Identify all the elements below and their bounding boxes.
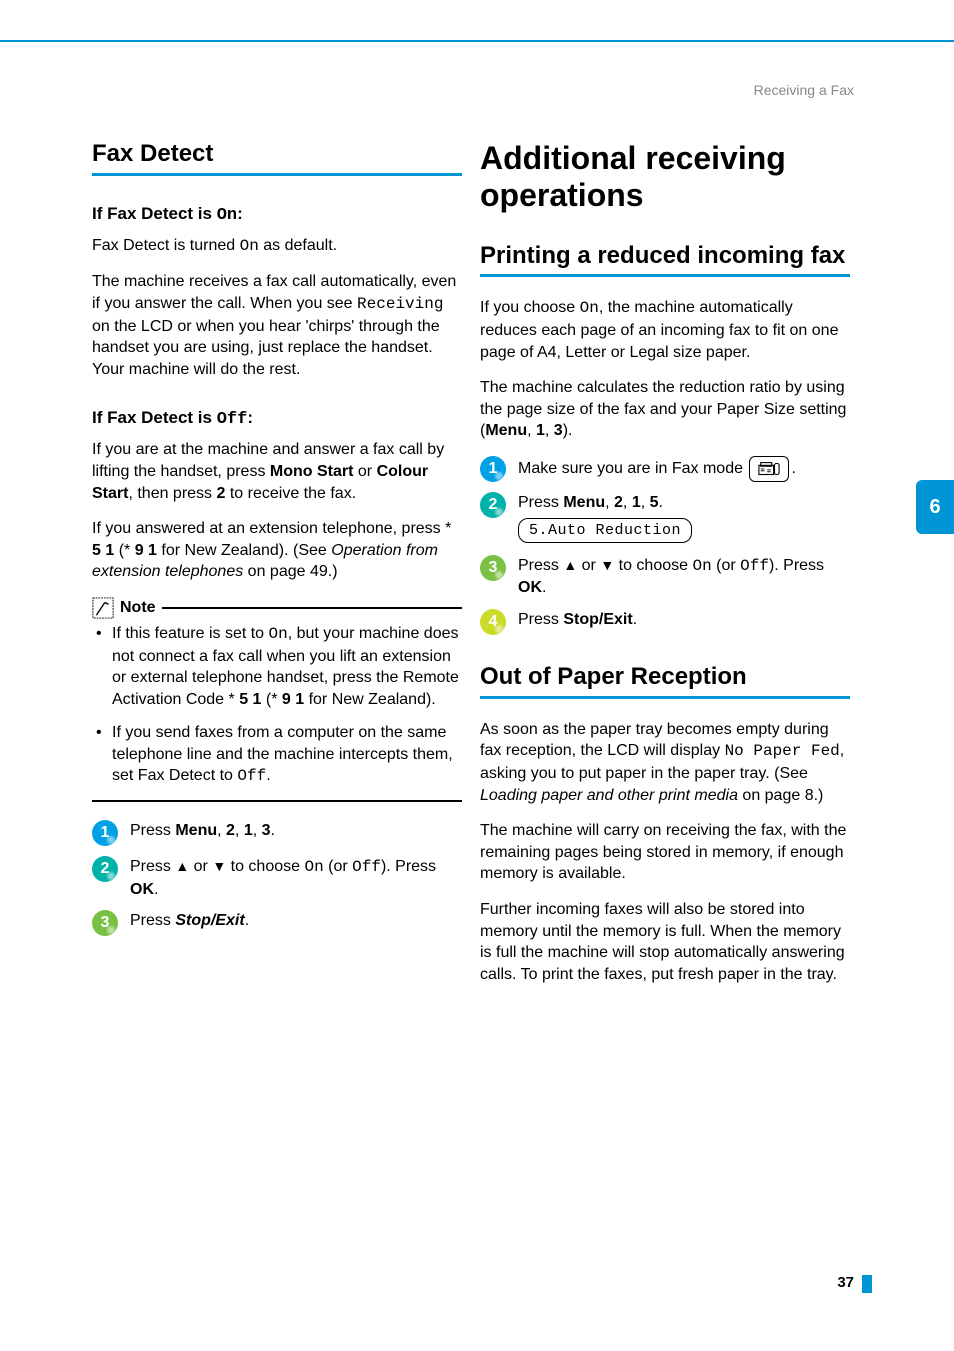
note-item: If you send faxes from a computer on the… — [96, 722, 462, 788]
paragraph: If you choose On, the machine automatica… — [480, 297, 850, 363]
text: for New Zealand). (See — [157, 542, 331, 559]
step-text: Press ▲ or ▼ to choose On (or Off). Pres… — [518, 555, 850, 599]
text: If you send faxes from a computer on the… — [112, 724, 453, 784]
step-4: 4 Press Stop/Exit. — [480, 609, 850, 635]
text: as default. — [259, 237, 337, 254]
text: * — [229, 691, 240, 708]
step-1: 1 Press Menu, 2, 1, 3. — [92, 820, 462, 846]
step-number-3: 3 — [92, 910, 118, 936]
text: If you answered at an extension telephon… — [92, 520, 445, 537]
bold: 5 1 — [239, 691, 261, 708]
step-3: 3 Press ▲ or ▼ to choose On (or Off). Pr… — [480, 555, 850, 599]
heading-additional-receiving: Additional receiving operations — [480, 140, 850, 214]
text: ( — [114, 542, 124, 559]
text: * — [271, 691, 282, 708]
text: ( — [261, 691, 271, 708]
note-rule-bottom — [92, 800, 462, 802]
step-number-4: 4 — [480, 609, 506, 635]
note-body: If this feature is set to On, but your m… — [92, 623, 462, 788]
h2-rule — [480, 274, 850, 277]
text: or — [353, 463, 376, 480]
text: . — [266, 767, 270, 784]
fax-mode-icon — [749, 456, 789, 482]
text: * — [445, 520, 451, 537]
paragraph: The machine will carry on receiving the … — [480, 820, 850, 885]
text: on page 49.) — [243, 563, 337, 580]
heading-fax-detect: Fax Detect — [92, 140, 462, 169]
note-icon — [92, 597, 114, 619]
paragraph: Further incoming faxes will also be stor… — [480, 899, 850, 985]
step-1: 1 Make sure you are in Fax mode . — [480, 456, 850, 482]
code: Receiving — [357, 295, 443, 313]
bold: 9 1 — [135, 542, 157, 559]
code: Off — [217, 410, 248, 429]
paragraph: Fax Detect is turned On as default. — [92, 235, 462, 258]
text: If this feature is set to — [112, 625, 269, 642]
heading-out-of-paper: Out of Paper Reception — [480, 663, 850, 692]
code: On — [240, 237, 259, 255]
text: , then press — [128, 485, 216, 502]
step-number-1: 1 — [92, 820, 118, 846]
step-text: Press Stop/Exit. — [130, 910, 462, 932]
step-number-2: 2 — [480, 492, 506, 518]
step-text: Press ▲ or ▼ to choose On (or Off). Pres… — [130, 856, 462, 900]
paragraph: If you are at the machine and answer a f… — [92, 439, 462, 504]
step-text: Make sure you are in Fax mode . — [518, 456, 850, 482]
step-text: Press Menu, 2, 1, 3. — [130, 820, 462, 842]
bold: Mono Start — [270, 463, 354, 480]
text: If Fax Detect is — [92, 204, 217, 223]
paragraph: The machine receives a fax call automati… — [92, 271, 462, 380]
note-rule — [162, 607, 462, 609]
code: Off — [237, 767, 266, 785]
step-3: 3 Press Stop/Exit. — [92, 910, 462, 936]
note-item: If this feature is set to On, but your m… — [96, 623, 462, 710]
text: Fax Detect is turned — [92, 237, 240, 254]
lcd-display: 5.Auto Reduction — [518, 518, 692, 543]
step-text: Press Menu, 2, 1, 5. 5.Auto Reduction — [518, 492, 850, 545]
paragraph: The machine calculates the reduction rat… — [480, 377, 850, 442]
code: On — [217, 206, 237, 225]
bold: 9 1 — [282, 691, 304, 708]
page-number-bar — [862, 1275, 872, 1293]
step-text: Press Stop/Exit. — [518, 609, 850, 631]
text: * — [124, 542, 135, 559]
step-2: 2 Press Menu, 2, 1, 5. 5.Auto Reduction — [480, 492, 850, 545]
text: for New Zealand). — [304, 691, 436, 708]
text: on the LCD or when you hear 'chirps' thr… — [92, 318, 440, 378]
text: to receive the fax. — [225, 485, 356, 502]
text: If Fax Detect is — [92, 408, 217, 427]
breadcrumb: Receiving a Fax — [754, 82, 854, 98]
h2-rule — [480, 696, 850, 699]
chapter-tab: 6 — [916, 480, 954, 534]
heading-fax-detect-off: If Fax Detect is Off: — [92, 408, 462, 429]
text: : — [237, 204, 243, 223]
bold: 5 1 — [92, 542, 114, 559]
step-number-2: 2 — [92, 856, 118, 882]
step-2: 2 Press ▲ or ▼ to choose On (or Off). Pr… — [92, 856, 462, 900]
right-column: Additional receiving operations Printing… — [480, 140, 850, 999]
heading-printing-reduced: Printing a reduced incoming fax — [480, 242, 850, 271]
heading-fax-detect-on: If Fax Detect is On: — [92, 204, 462, 225]
note-label: Note — [120, 599, 156, 617]
text: : — [247, 408, 253, 427]
left-column: Fax Detect If Fax Detect is On: Fax Dete… — [92, 140, 462, 946]
note-header: Note — [92, 597, 462, 619]
code: On — [269, 625, 288, 643]
top-rule — [0, 40, 954, 42]
page-number: 37 — [837, 1274, 854, 1291]
paragraph: If you answered at an extension telephon… — [92, 518, 462, 583]
paragraph: As soon as the paper tray becomes empty … — [480, 719, 850, 806]
h2-rule — [92, 173, 462, 176]
step-number-3: 3 — [480, 555, 506, 581]
page-root: Receiving a Fax Fax Detect If Fax Detect… — [0, 0, 954, 1351]
step-number-1: 1 — [480, 456, 506, 482]
